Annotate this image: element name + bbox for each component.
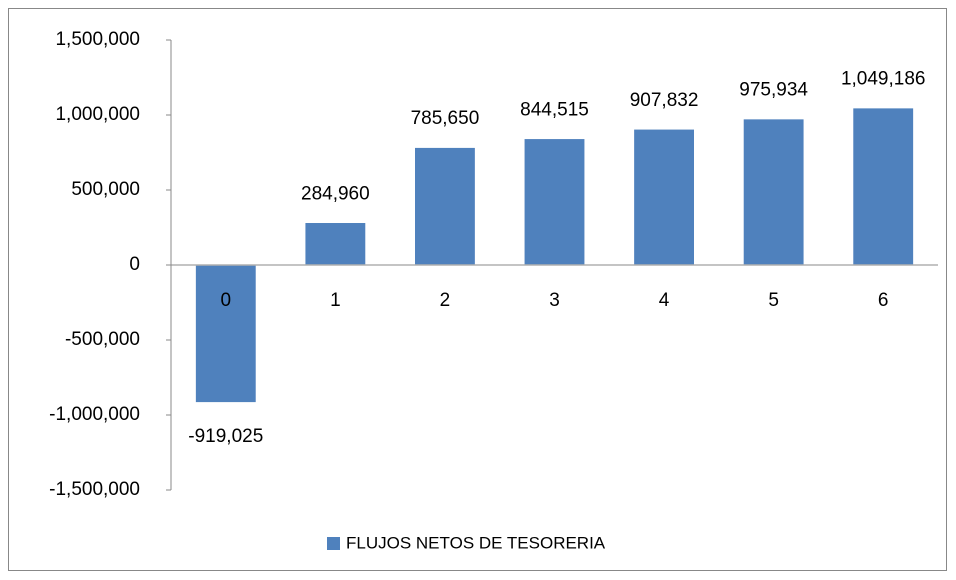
x-tick-label: 1 <box>330 290 341 311</box>
bar <box>303 221 367 266</box>
y-tick-label: 500,000 <box>71 179 140 200</box>
value-label: 785,650 <box>411 108 480 129</box>
value-label: 907,832 <box>630 90 699 111</box>
value-label: 284,960 <box>301 183 370 204</box>
y-tick-label: -1,000,000 <box>49 404 140 425</box>
bar <box>413 146 477 266</box>
y-tick-label: 0 <box>129 254 140 275</box>
y-tick-label: 1,000,000 <box>55 104 140 125</box>
x-tick-label: 5 <box>768 290 779 311</box>
value-label: 844,515 <box>520 99 589 120</box>
x-tick-label: 3 <box>549 290 560 311</box>
value-label: 975,934 <box>739 80 808 101</box>
bar <box>523 137 586 266</box>
bar <box>194 264 258 404</box>
value-label: -919,025 <box>188 426 263 447</box>
x-tick-label: 6 <box>878 290 889 311</box>
bar <box>632 128 696 266</box>
value-label: 1,049,186 <box>841 69 926 90</box>
x-tick-label: 2 <box>440 290 451 311</box>
y-tick-label: 1,500,000 <box>55 29 140 50</box>
legend-swatch <box>327 537 340 550</box>
bar <box>742 117 806 266</box>
y-tick-label: -1,500,000 <box>49 479 140 500</box>
bar <box>851 106 915 266</box>
chart-frame <box>8 8 947 571</box>
y-tick-label: -500,000 <box>65 329 140 350</box>
x-tick-label: 0 <box>220 290 231 311</box>
x-tick-label: 4 <box>659 290 670 311</box>
legend-label: FLUJOS NETOS DE TESORERIA <box>346 533 606 552</box>
